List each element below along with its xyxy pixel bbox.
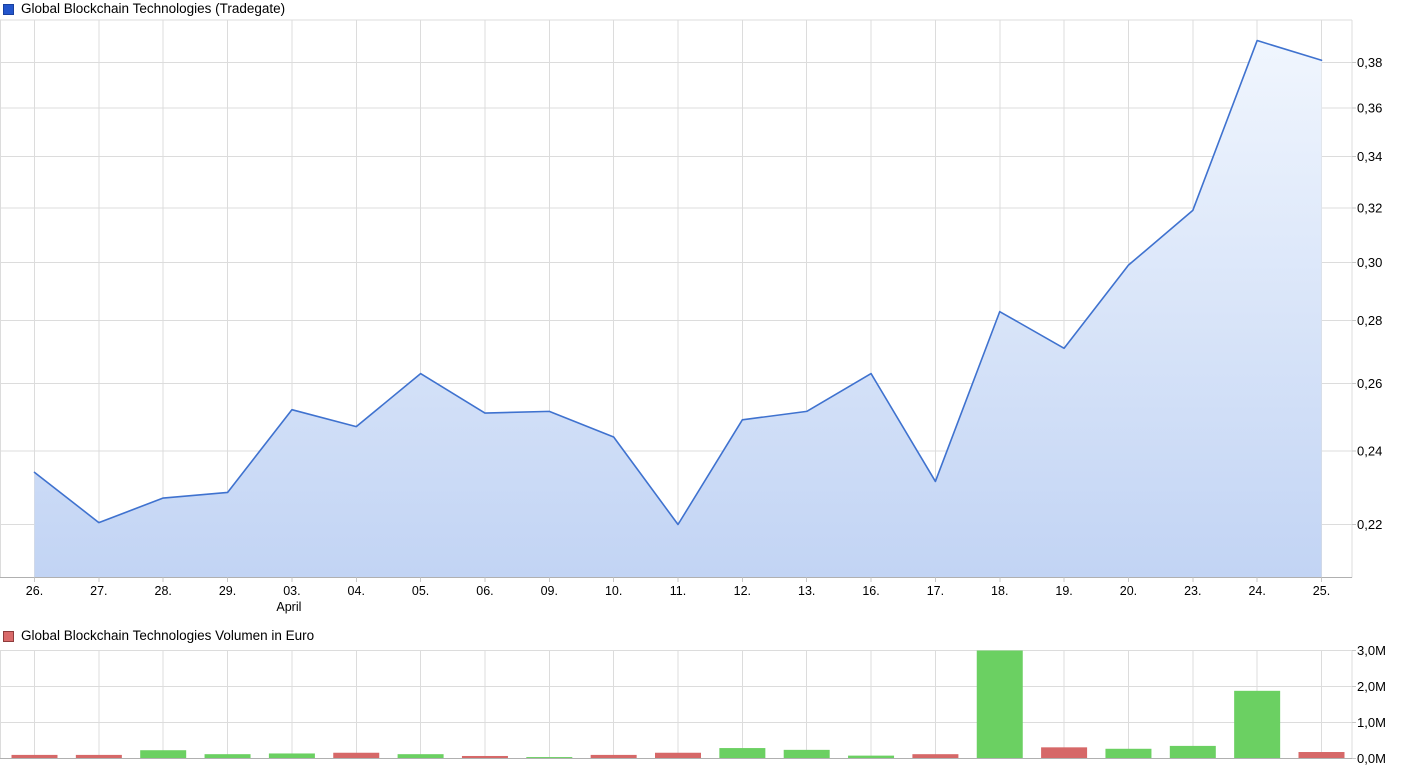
volume-bar bbox=[140, 750, 187, 759]
price-y-tick-label: 0,28 bbox=[1357, 313, 1382, 328]
volume-bar bbox=[204, 754, 251, 759]
price-x-tick-label: 25. bbox=[1313, 584, 1330, 598]
volume-chart-title: Global Blockchain Technologies Volumen i… bbox=[21, 628, 315, 643]
price-chart: 0,38 0,36 0,34 0,32 0,30 0,28 0,26 0,24 0,22 26. 2… bbox=[0, 19, 1382, 614]
price-x-tick-label: 26. bbox=[26, 584, 43, 598]
volume-bar bbox=[397, 754, 444, 759]
volume-bar bbox=[976, 650, 1023, 759]
price-legend-swatch-icon bbox=[3, 3, 14, 15]
volume-bar bbox=[526, 757, 573, 759]
price-x-tick-label: 13. bbox=[798, 584, 815, 598]
price-x-tick-label: 23. bbox=[1184, 584, 1201, 598]
volume-bar bbox=[11, 754, 58, 759]
price-x-tick-label: 29. bbox=[219, 584, 236, 598]
price-area bbox=[34, 40, 1322, 578]
volume-bar bbox=[333, 752, 380, 759]
price-x-tick-label: 28. bbox=[155, 584, 172, 598]
month-label: April bbox=[276, 600, 301, 614]
volume-bar bbox=[655, 752, 701, 759]
volume-bar bbox=[1298, 752, 1345, 759]
volume-bar bbox=[268, 753, 315, 759]
price-x-tick-label: 16. bbox=[862, 584, 879, 598]
price-x-tick-label: 04. bbox=[348, 584, 365, 598]
price-chart-legend: Global Blockchain Technologies (Tradegat… bbox=[3, 2, 285, 16]
price-x-tick-label: 27. bbox=[90, 584, 107, 598]
price-x-tick-label: 05. bbox=[412, 584, 429, 598]
price-x-tick-label: 19. bbox=[1055, 584, 1072, 598]
volume-bar bbox=[912, 754, 959, 759]
volume-y-tick-label: 1,0M bbox=[1357, 715, 1386, 730]
price-x-tick-label: 17. bbox=[927, 584, 944, 598]
volume-bar bbox=[590, 754, 637, 759]
volume-bar bbox=[75, 754, 122, 759]
price-x-tick-label: 06. bbox=[476, 584, 493, 598]
price-y-tick-label: 0,34 bbox=[1357, 149, 1382, 164]
price-x-tick-label: 24. bbox=[1248, 584, 1265, 598]
volume-chart: 3,0M 2,0M 1,0M 0,0M bbox=[0, 643, 1386, 766]
volume-bar bbox=[848, 755, 895, 759]
price-y-tick-label: 0,22 bbox=[1357, 517, 1382, 532]
volume-chart-legend: Global Blockchain Technologies Volumen i… bbox=[3, 629, 314, 643]
price-y-tick-label: 0,38 bbox=[1357, 55, 1382, 70]
price-y-tick-label: 0,26 bbox=[1357, 376, 1382, 391]
volume-bar bbox=[1105, 748, 1152, 759]
price-x-tick-label: 11. bbox=[670, 584, 686, 598]
price-x-tick-label: 20. bbox=[1120, 584, 1137, 598]
price-y-tick-label: 0,24 bbox=[1357, 443, 1382, 458]
volume-bar bbox=[1234, 690, 1281, 759]
volume-bar bbox=[1041, 747, 1088, 759]
price-y-tick-label: 0,36 bbox=[1357, 101, 1382, 116]
price-x-tick-label: 18. bbox=[991, 584, 1008, 598]
volume-bar bbox=[1169, 745, 1216, 759]
volume-bar bbox=[461, 755, 508, 759]
price-y-tick-label: 0,32 bbox=[1357, 200, 1382, 215]
price-line bbox=[33, 39, 1323, 526]
volume-y-tick-label: 0,0M bbox=[1357, 751, 1386, 766]
price-x-tick-label: 03. bbox=[283, 584, 300, 598]
price-y-tick-label: 0,30 bbox=[1357, 255, 1382, 270]
volume-bar bbox=[719, 748, 766, 759]
price-x-tick-label: 09. bbox=[541, 584, 558, 598]
volume-legend-swatch-icon bbox=[3, 630, 14, 642]
price-x-tick-label: 12. bbox=[734, 584, 751, 598]
volume-bar bbox=[783, 749, 830, 759]
volume-y-tick-label: 2,0M bbox=[1357, 679, 1386, 694]
price-x-tick-label: 10. bbox=[605, 584, 622, 598]
volume-y-tick-label: 3,0M bbox=[1357, 643, 1386, 658]
price-chart-title: Global Blockchain Technologies (Tradegat… bbox=[21, 1, 286, 16]
